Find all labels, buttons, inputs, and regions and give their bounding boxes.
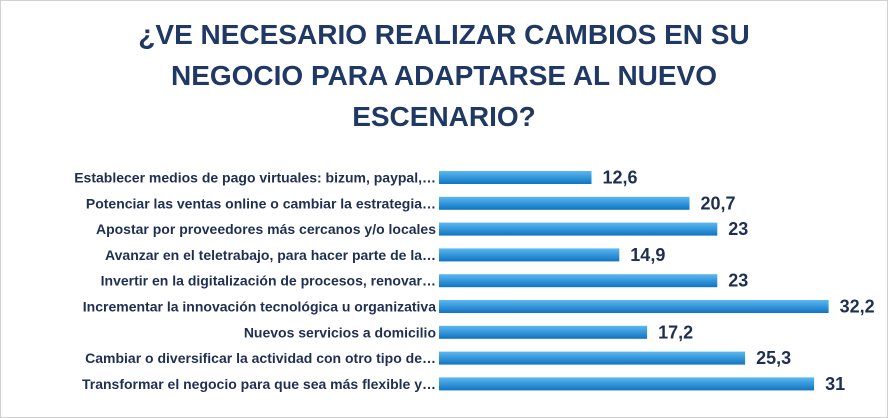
bar-6 <box>439 300 829 313</box>
category-label-5: Invertir en la digitalización de proceso… <box>101 273 436 289</box>
chart-title: ¿VE NECESARIO REALIZAR CAMBIOS EN SU NEG… <box>0 14 888 137</box>
value-label-6: 32,2 <box>840 297 875 317</box>
bar-1 <box>439 171 592 184</box>
chart-title-line-3: ESCENARIO? <box>352 101 536 132</box>
bar-9 <box>439 377 815 391</box>
bar-2 <box>439 196 690 210</box>
category-label-7: Nuevos servicios a domicilio <box>244 324 436 340</box>
value-label-7: 17,2 <box>658 322 693 342</box>
category-label-2: Potenciar las ventas online o cambiar la… <box>86 195 436 211</box>
bars-group: Establecer medios de pago virtuales: biz… <box>74 168 874 394</box>
category-label-6: Incrementar la innovación tecnológica u … <box>83 299 436 315</box>
value-label-2: 20,7 <box>701 193 736 213</box>
bar-4 <box>439 248 620 262</box>
value-label-5: 23 <box>728 271 748 291</box>
category-label-9: Transformar el negocio para que sea más … <box>82 376 436 392</box>
category-label-1: Establecer medios de pago virtuales: biz… <box>74 170 436 186</box>
bar-3 <box>439 222 718 236</box>
chart-title-line-1: ¿VE NECESARIO REALIZAR CAMBIOS EN SU <box>138 19 750 50</box>
bar-7 <box>439 325 648 339</box>
value-label-4: 14,9 <box>630 245 665 265</box>
chart-title-line-2: NEGOCIO PARA ADAPTARSE AL NUEVO <box>170 60 718 91</box>
value-label-8: 25,3 <box>756 348 791 368</box>
bar-5 <box>439 274 718 288</box>
value-label-3: 23 <box>728 219 748 239</box>
category-label-3: Apostar por proveedores más cercanos y/o… <box>96 221 436 237</box>
category-label-8: Cambiar o diversificar la actividad con … <box>85 350 436 366</box>
category-label-4: Avanzar en el teletrabajo, para hacer pa… <box>105 247 436 263</box>
bar-8 <box>439 351 746 365</box>
value-label-9: 31 <box>825 374 845 394</box>
value-label-1: 12,6 <box>603 168 638 188</box>
